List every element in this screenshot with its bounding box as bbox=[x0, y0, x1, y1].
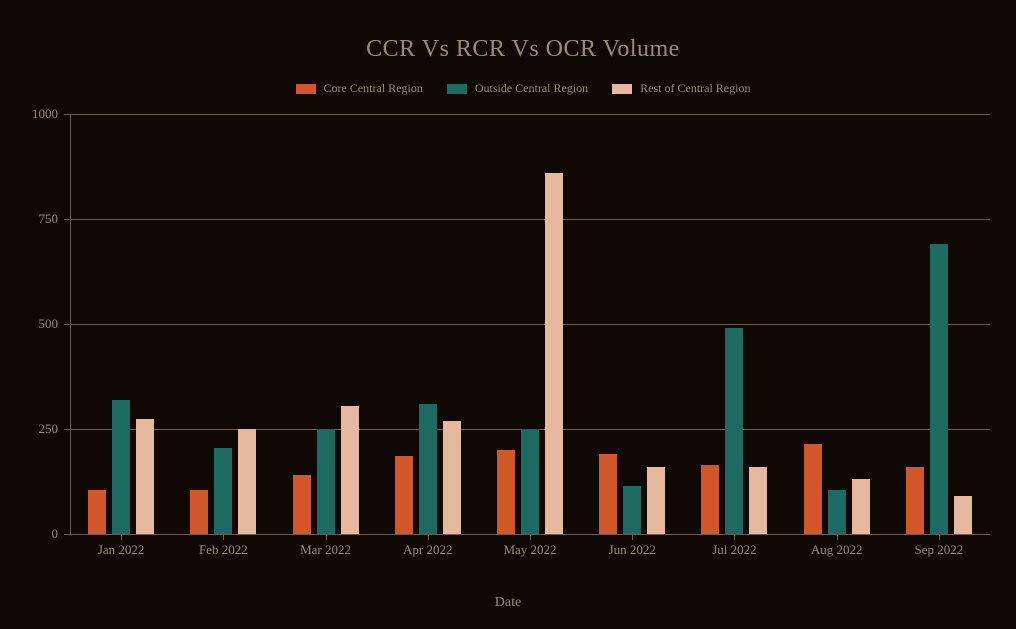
bar bbox=[497, 450, 515, 534]
bar bbox=[749, 467, 767, 534]
bar bbox=[521, 429, 539, 534]
bar bbox=[930, 244, 948, 534]
bar bbox=[317, 429, 335, 534]
bar bbox=[136, 419, 154, 535]
bar bbox=[190, 490, 208, 534]
bar bbox=[804, 444, 822, 534]
grid-line bbox=[70, 324, 990, 325]
x-axis-title: Date bbox=[495, 595, 521, 611]
bar bbox=[443, 421, 461, 534]
bar bbox=[214, 448, 232, 534]
bar bbox=[828, 490, 846, 534]
x-tick-label: Feb 2022 bbox=[199, 542, 248, 558]
bar bbox=[238, 429, 256, 534]
grid-line bbox=[70, 114, 990, 115]
legend-item: Core Central Region bbox=[296, 81, 423, 96]
legend-item: Rest of Central Region bbox=[612, 81, 750, 96]
bar bbox=[293, 475, 311, 534]
x-tick-label: Sep 2022 bbox=[915, 542, 964, 558]
x-tick-label: Jan 2022 bbox=[98, 542, 145, 558]
y-tick-mark bbox=[64, 534, 70, 535]
legend-item: Outside Central Region bbox=[447, 81, 588, 96]
x-tick-mark bbox=[326, 534, 327, 540]
y-tick-label: 500 bbox=[8, 316, 58, 332]
x-tick-mark bbox=[734, 534, 735, 540]
bar bbox=[341, 406, 359, 534]
chart-title: CCR Vs RCR Vs OCR Volume bbox=[70, 36, 976, 63]
y-axis-line bbox=[70, 114, 71, 534]
legend-swatch bbox=[296, 84, 316, 94]
legend: Core Central Region Outside Central Regi… bbox=[70, 81, 976, 96]
x-tick-label: May 2022 bbox=[503, 542, 556, 558]
y-tick-label: 250 bbox=[8, 421, 58, 437]
bar bbox=[599, 454, 617, 534]
bar bbox=[88, 490, 106, 534]
grid-line bbox=[70, 219, 990, 220]
x-tick-mark bbox=[837, 534, 838, 540]
legend-label: Outside Central Region bbox=[475, 81, 588, 96]
bar bbox=[954, 496, 972, 534]
bar bbox=[112, 400, 130, 534]
chart-container: CCR Vs RCR Vs OCR Volume Core Central Re… bbox=[0, 0, 1016, 629]
x-tick-mark bbox=[428, 534, 429, 540]
bar bbox=[419, 404, 437, 534]
legend-swatch bbox=[447, 84, 467, 94]
x-tick-label: Jun 2022 bbox=[609, 542, 656, 558]
x-tick-mark bbox=[121, 534, 122, 540]
x-tick-mark bbox=[632, 534, 633, 540]
bar bbox=[623, 486, 641, 534]
bar bbox=[395, 456, 413, 534]
bar bbox=[725, 328, 743, 534]
x-tick-label: Apr 2022 bbox=[403, 542, 452, 558]
bar bbox=[545, 173, 563, 534]
y-tick-label: 750 bbox=[8, 211, 58, 227]
x-tick-label: Aug 2022 bbox=[811, 542, 863, 558]
y-tick-label: 0 bbox=[8, 526, 58, 542]
x-tick-mark bbox=[223, 534, 224, 540]
legend-label: Rest of Central Region bbox=[640, 81, 750, 96]
legend-swatch bbox=[612, 84, 632, 94]
y-tick-label: 1000 bbox=[8, 106, 58, 122]
x-tick-label: Jul 2022 bbox=[712, 542, 756, 558]
x-tick-label: Mar 2022 bbox=[300, 542, 351, 558]
x-tick-mark bbox=[939, 534, 940, 540]
bar bbox=[906, 467, 924, 534]
bar bbox=[852, 479, 870, 534]
plot-area: 02505007501000Jan 2022Feb 2022Mar 2022Ap… bbox=[70, 114, 990, 534]
bar bbox=[647, 467, 665, 534]
legend-label: Core Central Region bbox=[324, 81, 423, 96]
x-tick-mark bbox=[530, 534, 531, 540]
bar bbox=[701, 465, 719, 534]
